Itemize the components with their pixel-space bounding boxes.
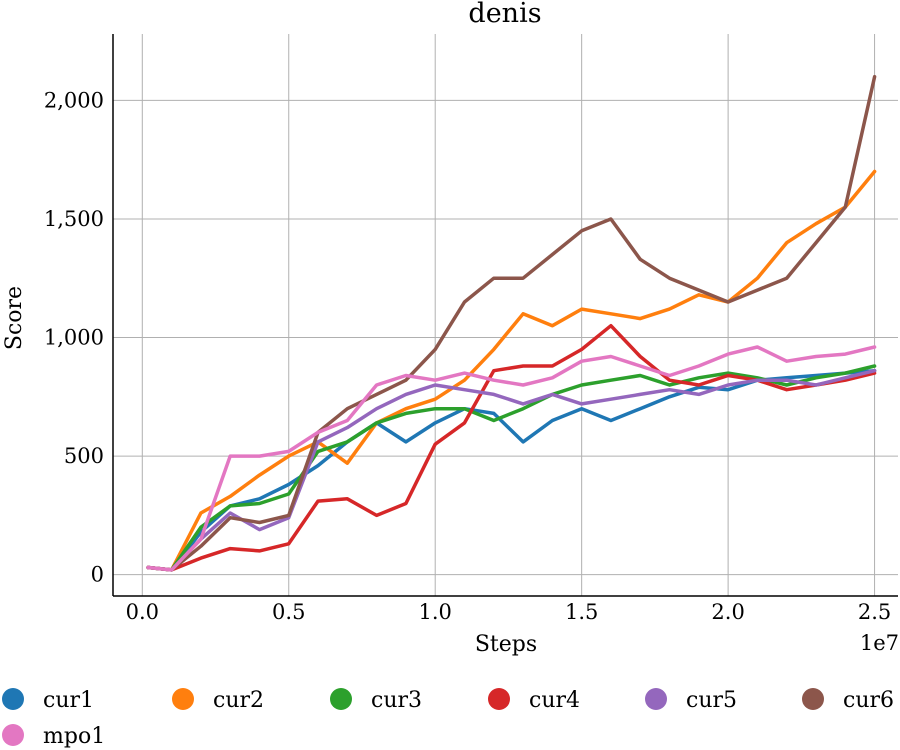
x-tick-label: 1.0 <box>418 600 451 624</box>
legend-label: cur6 <box>843 688 894 713</box>
series-line-cur4 <box>146 323 877 572</box>
y-tick-label: 1,500 <box>44 207 104 231</box>
legend-item-cur6[interactable]: cur6 <box>802 688 894 713</box>
legend: cur1 cur2 cur3 cur4 cur5 cur6 mpo1 <box>2 688 894 749</box>
y-axis-label: Score <box>2 286 27 350</box>
x-tick-label: 2.0 <box>711 600 744 624</box>
legend-item-cur4[interactable]: cur4 <box>488 688 580 713</box>
legend-item-cur3[interactable]: cur3 <box>330 688 422 713</box>
y-tick-label: 2,000 <box>44 88 104 112</box>
x-tick-label: 2.5 <box>858 600 891 624</box>
y-tick-label: 500 <box>64 444 104 468</box>
series-line-cur6 <box>146 74 877 572</box>
y-tick-label: 1,000 <box>44 326 104 350</box>
legend-label: cur3 <box>371 688 422 713</box>
legend-marker <box>2 688 24 710</box>
legend-marker <box>802 688 824 710</box>
y-tick-label: 0 <box>91 563 104 587</box>
legend-item-cur5[interactable]: cur5 <box>645 688 737 713</box>
legend-item-cur1[interactable]: cur1 <box>2 688 94 713</box>
legend-marker <box>330 688 352 710</box>
legend-marker <box>645 688 667 710</box>
legend-marker <box>488 688 510 710</box>
x-tick-label: 0.5 <box>272 600 305 624</box>
legend-label: cur2 <box>213 688 264 713</box>
legend-label: cur1 <box>43 688 94 713</box>
axes <box>112 34 898 597</box>
x-axis-label: Steps <box>475 632 537 657</box>
x-tick-label: 1.5 <box>565 600 598 624</box>
legend-label: cur5 <box>686 688 737 713</box>
chart-title: denis <box>468 0 541 29</box>
legend-label: mpo1 <box>43 724 105 749</box>
x-tick-label: 0.0 <box>126 600 159 624</box>
legend-marker <box>2 724 24 746</box>
tick-labels: 0.0 0.5 1.0 1.5 2.0 2.5 0 500 1,000 1,500 2,000 <box>44 88 891 624</box>
series-line-cur2 <box>146 169 877 572</box>
legend-item-mpo1[interactable]: mpo1 <box>2 724 105 749</box>
legend-label: cur4 <box>529 688 580 713</box>
legend-item-cur2[interactable]: cur2 <box>172 688 264 713</box>
series-line-cur3 <box>146 364 877 572</box>
series-line-cur5 <box>146 368 877 572</box>
series-line-mpo1 <box>146 345 877 572</box>
x-axis-offset-label: 1e7 <box>860 631 899 655</box>
legend-marker <box>172 688 194 710</box>
series-lines <box>146 74 877 572</box>
